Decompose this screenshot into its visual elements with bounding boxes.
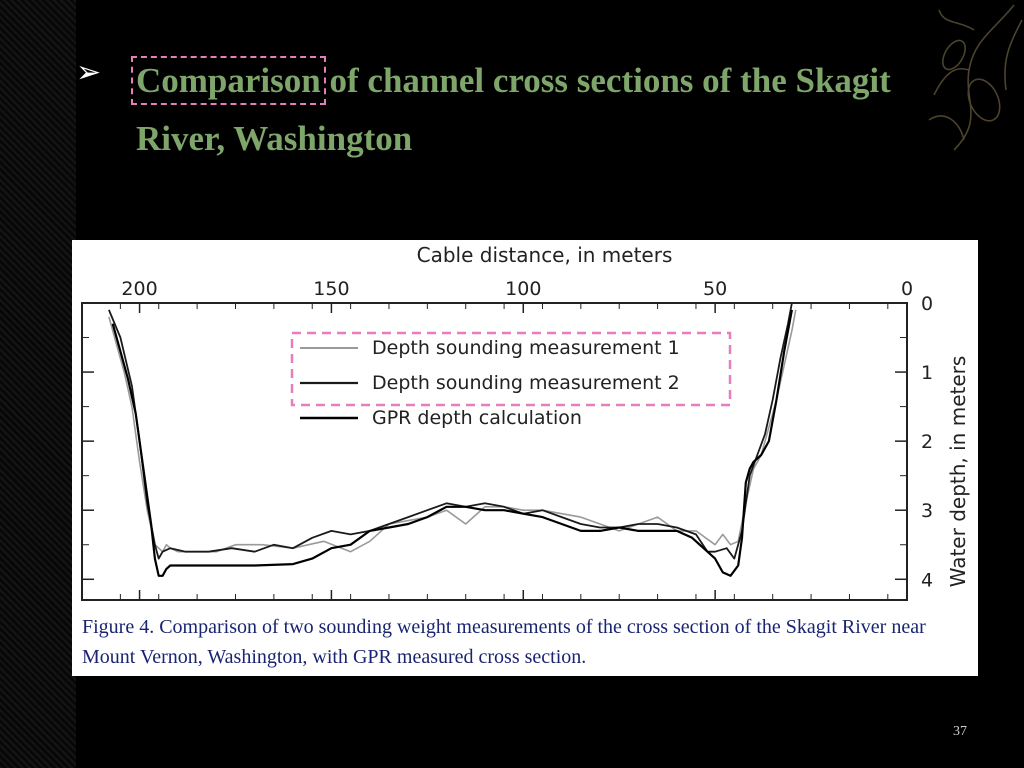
cross-section-chart: Cable distance, in meters 200 150 100 50 00 1 2… <box>81 243 970 601</box>
legend-label-1: Depth sounding measurement 1 <box>372 337 680 359</box>
x-tick-label: 50 <box>703 278 727 300</box>
series-line-1 <box>108 309 797 553</box>
legend-label-3: GPR depth calculation <box>372 407 582 429</box>
figure-caption: Figure 4. Comparison of two sounding wei… <box>82 616 926 668</box>
left-decorative-strip <box>0 0 76 768</box>
floral-ornament-icon <box>928 4 1023 151</box>
y-tick-label: 2 <box>921 431 933 453</box>
x-axis-label: Cable distance, in meters <box>417 243 673 267</box>
legend-highlight-box <box>290 331 732 407</box>
x-tick-label: 200 <box>121 278 157 300</box>
y-tick-label: 0 <box>921 293 933 315</box>
figure-panel: Cable distance, in meters 200 150 100 50 0 0 1 2… <box>72 240 978 676</box>
x-tick-label: 100 <box>505 278 541 300</box>
y-tick-label: 4 <box>921 569 933 591</box>
title-highlight-word: Comparison <box>131 56 326 105</box>
y-tick-label: 3 <box>921 500 933 522</box>
y-tick-label: 1 <box>921 362 933 384</box>
title-rest: of channel cross sections of the Skagit … <box>136 61 891 158</box>
slide-title: Comparison of channel cross sections of … <box>131 52 956 168</box>
x-tick-label: 150 <box>313 278 349 300</box>
y-axis-label: Water depth, in meters <box>946 356 970 588</box>
x-tick-label: 0 <box>901 278 913 300</box>
page-number: 37 <box>953 724 967 739</box>
plot-frame <box>81 302 908 601</box>
legend-label-2: Depth sounding measurement 2 <box>372 372 680 394</box>
series-line-2 <box>108 302 793 560</box>
bullet-icon: ➢ <box>76 55 102 90</box>
series-line-3 <box>111 309 793 577</box>
